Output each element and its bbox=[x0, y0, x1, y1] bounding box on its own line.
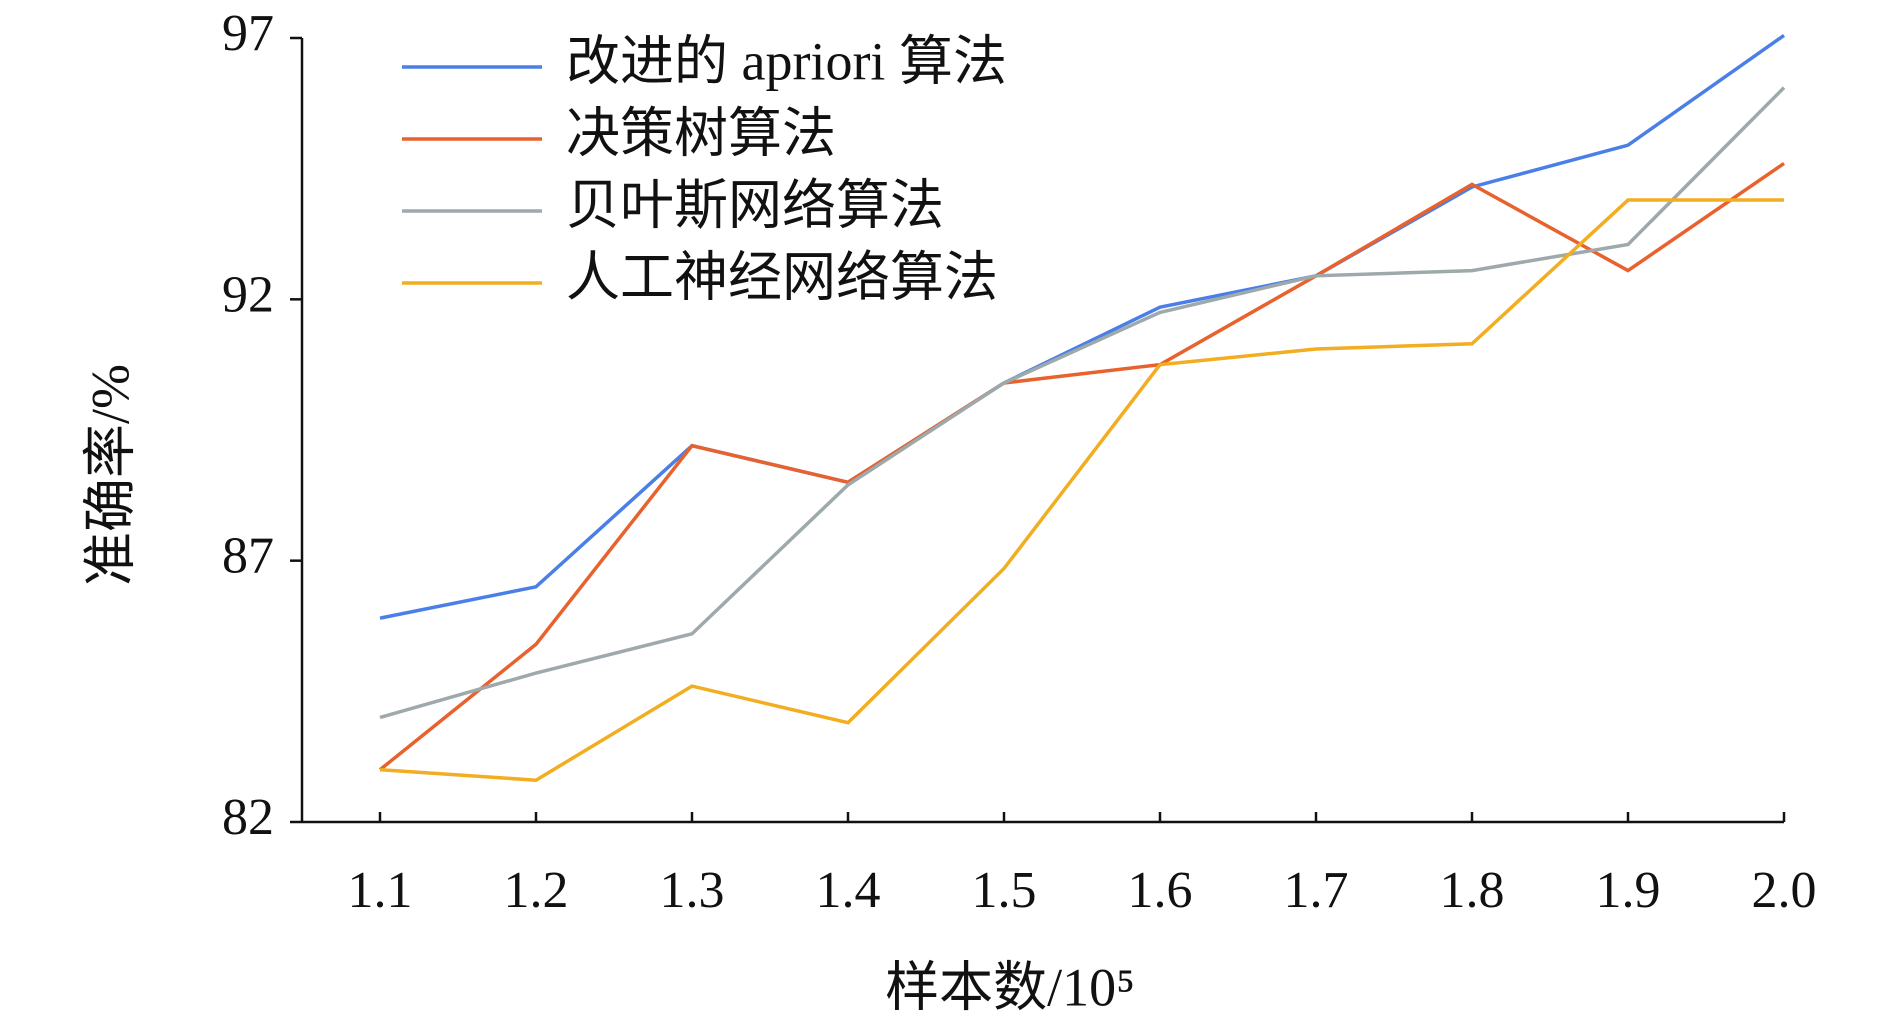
series-line bbox=[379, 198, 1784, 782]
x-axis-title: 样本数/10⁵ bbox=[885, 957, 1135, 1017]
x-tick-label: 1.6 bbox=[1128, 862, 1193, 919]
legend-label: 人工神经网络算法 bbox=[566, 247, 998, 307]
x-tick-label: 1.5 bbox=[972, 862, 1037, 919]
x-tick-label: 1.9 bbox=[1596, 862, 1661, 919]
x-tick-label: 1.7 bbox=[1284, 862, 1349, 919]
series-line bbox=[378, 161, 1785, 772]
series-line bbox=[379, 33, 1786, 620]
y-tick-label: 97 bbox=[222, 5, 274, 62]
x-tick-label: 1.1 bbox=[348, 862, 413, 919]
x-tick-label: 1.4 bbox=[816, 862, 881, 919]
x-tick-label: 1.8 bbox=[1440, 862, 1505, 919]
legend-label: 改进的 apriori 算法 bbox=[566, 31, 1007, 91]
legend-label: 决策树算法 bbox=[566, 103, 836, 163]
legend-label: 贝叶斯网络算法 bbox=[566, 175, 944, 235]
y-tick-label: 82 bbox=[222, 789, 274, 846]
x-tick-label: 1.2 bbox=[504, 862, 569, 919]
y-axis-title: 准确率/% bbox=[80, 364, 140, 586]
series-line bbox=[379, 86, 1786, 720]
x-tick-label: 2.0 bbox=[1752, 862, 1817, 919]
y-tick-label: 92 bbox=[222, 266, 274, 323]
x-tick-label: 1.3 bbox=[660, 862, 725, 919]
y-tick-label: 87 bbox=[222, 528, 274, 585]
